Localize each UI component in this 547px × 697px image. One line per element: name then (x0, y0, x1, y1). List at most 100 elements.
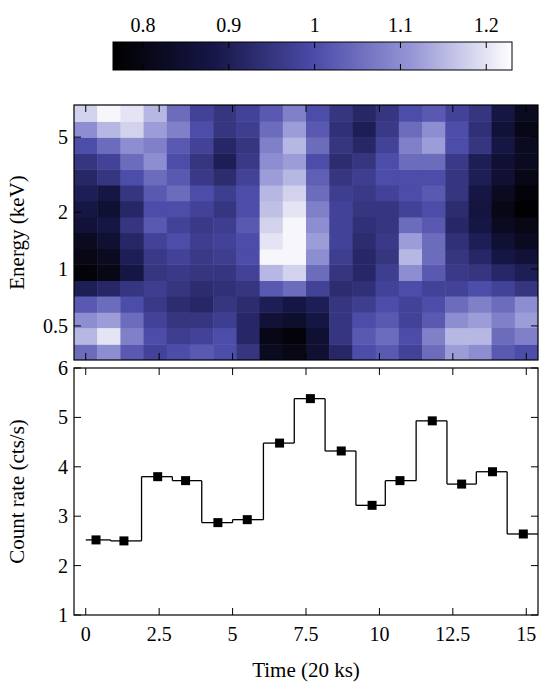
heatmap-cell (120, 217, 144, 233)
heatmap-cell (213, 217, 237, 233)
heatmap-cell (492, 169, 516, 185)
y-tick-label: 2 (58, 555, 68, 577)
heatmap-cell (144, 201, 168, 218)
heatmap-cell (260, 264, 284, 281)
heatmap-cell (352, 249, 376, 265)
heatmap-cell (492, 137, 516, 153)
colorbar-tick (400, 64, 401, 70)
heatmap-cell (236, 312, 260, 328)
data-point (243, 515, 252, 524)
heatmap-cell (260, 344, 284, 360)
heatmap-cell (468, 233, 492, 250)
heatmap-cell (376, 264, 400, 281)
data-point (519, 529, 528, 538)
heatmap-cell (144, 296, 168, 313)
heatmap-cell (445, 233, 469, 250)
heatmap-cell (515, 137, 538, 153)
heatmap-cell (399, 137, 423, 153)
heatmap-cell (74, 153, 98, 170)
heatmap-cell (260, 233, 284, 250)
heatmap-cell (468, 137, 492, 153)
step-riser (201, 481, 202, 523)
x-tick (306, 105, 307, 112)
heatmap-cell (468, 249, 492, 265)
heatmap-cell (74, 233, 98, 250)
colorbar-tick (314, 64, 315, 70)
heatmap-cell (236, 281, 260, 297)
heatmap-cell (236, 249, 260, 265)
heatmap-cell (144, 153, 168, 170)
heatmap-cell (97, 328, 121, 345)
heatmap-cell (399, 121, 423, 137)
heatmap-cell (213, 296, 237, 313)
heatmap-cell (515, 328, 538, 345)
heatmap-cell (236, 264, 260, 281)
heatmap-cell (144, 185, 168, 201)
heatmap-cell (190, 137, 214, 153)
heatmap-cell (399, 169, 423, 185)
heatmap-cell (120, 105, 144, 122)
heatmap-cell (352, 264, 376, 281)
heatmap-cell (445, 169, 469, 185)
heatmap-cell (352, 201, 376, 218)
heatmap-cell (144, 264, 168, 281)
x-tick (452, 353, 453, 360)
heatmap-cell (492, 121, 516, 137)
step-riser (415, 421, 416, 481)
heatmap-cell (306, 153, 330, 170)
heatmap-cell (144, 344, 168, 360)
y-tick (531, 466, 538, 467)
heatmap-cell (190, 233, 214, 250)
heatmap-cell (190, 201, 214, 218)
heatmap-cell (97, 105, 121, 122)
heatmap-cell (468, 281, 492, 297)
data-point (337, 446, 346, 455)
heatmap-cell (260, 169, 284, 185)
step-riser (324, 399, 325, 451)
y-axis-title: Count rate (cts/s) (5, 419, 29, 564)
x-tick (526, 368, 527, 375)
x-tick (306, 608, 307, 615)
colorbar (113, 42, 512, 70)
heatmap-cell (144, 105, 168, 122)
heatmap-cell (445, 344, 469, 360)
heatmap-cell (283, 121, 307, 137)
heatmap-cell (213, 281, 237, 297)
heatmap-cell (144, 328, 168, 345)
heatmap-cell (283, 137, 307, 153)
y-tick-label: 5 (58, 126, 68, 148)
heatmap-cell (445, 105, 469, 122)
y-tick (531, 417, 538, 418)
heatmap-cell (97, 185, 121, 201)
heatmap-cell (352, 105, 376, 122)
y-tick (74, 269, 81, 270)
heatmap-cell (445, 249, 469, 265)
heatmap-cell (74, 169, 98, 185)
heatmap-cell (492, 344, 516, 360)
heatmap-cell (167, 312, 191, 328)
heatmap-cell (399, 249, 423, 265)
heatmap-cell (422, 281, 446, 297)
heatmap-cell (167, 233, 191, 250)
heatmap-cell (236, 121, 260, 137)
step-riser (294, 399, 295, 443)
heatmap-cell (74, 105, 98, 122)
heatmap-cell (399, 312, 423, 328)
heatmap-cell (422, 185, 446, 201)
heatmap-cell (167, 185, 191, 201)
heatmap-cell (283, 296, 307, 313)
heatmap-cell (515, 185, 538, 201)
heatmap-cell (445, 296, 469, 313)
x-tick (379, 608, 380, 615)
heatmap-cell (399, 105, 423, 122)
heatmap-cell (190, 249, 214, 265)
data-point (306, 394, 315, 403)
x-tick-label: 2.5 (147, 623, 172, 645)
colorbar-tick (143, 64, 144, 70)
heatmap-cell (515, 169, 538, 185)
heatmap-cell (167, 105, 191, 122)
heatmap-cell (74, 201, 98, 218)
heatmap-cell (260, 296, 284, 313)
heatmap-cell (167, 217, 191, 233)
heatmap-cell (260, 281, 284, 297)
